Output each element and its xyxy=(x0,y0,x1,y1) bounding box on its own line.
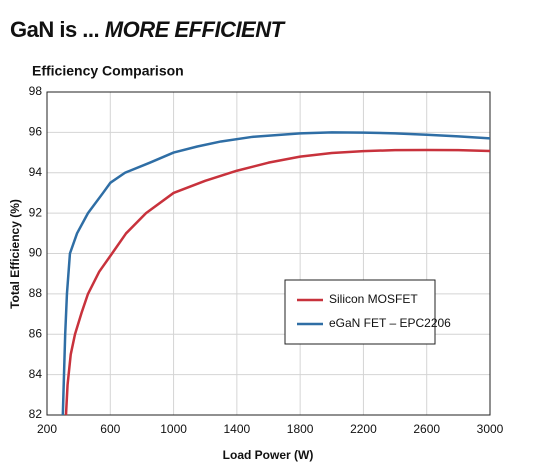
x-tick-label: 200 xyxy=(37,422,57,436)
y-tick-label: 92 xyxy=(29,205,43,219)
x-tick-label: 2200 xyxy=(350,422,377,436)
y-tick-label: 94 xyxy=(29,165,43,179)
y-tick-label: 90 xyxy=(29,246,43,260)
plot-frame xyxy=(46,91,491,416)
legend-label: Silicon MOSFET xyxy=(329,292,418,306)
legend-label: eGaN FET – EPC2206 xyxy=(329,316,451,330)
x-tick-label: 1800 xyxy=(287,422,314,436)
y-tick-label: 98 xyxy=(29,84,43,98)
y-tick-label: 82 xyxy=(29,407,43,421)
subtitle: Efficiency Comparison xyxy=(32,63,184,79)
y-axis-label: Total Efficiency (%) xyxy=(8,199,22,309)
title-emphasis: MORE EFFICIENT xyxy=(105,17,286,42)
title-text: GaN is ... xyxy=(10,17,99,42)
x-tick-label: 2600 xyxy=(413,422,440,436)
y-tick-label: 96 xyxy=(29,125,43,139)
x-tick-label: 1000 xyxy=(160,422,187,436)
legend-box xyxy=(284,279,436,345)
x-axis-label: Load Power (W) xyxy=(223,448,314,462)
series-line xyxy=(64,148,491,416)
x-tick-label: 1400 xyxy=(224,422,251,436)
y-tick-label: 84 xyxy=(29,367,43,381)
y-tick-label: 88 xyxy=(29,286,43,300)
y-tick-label: 86 xyxy=(29,326,43,340)
x-tick-label: 3000 xyxy=(477,422,504,436)
chart-title: GaN is ... MORE EFFICIENT xyxy=(10,17,286,42)
x-tick-label: 600 xyxy=(100,422,120,436)
series-line xyxy=(61,131,491,416)
